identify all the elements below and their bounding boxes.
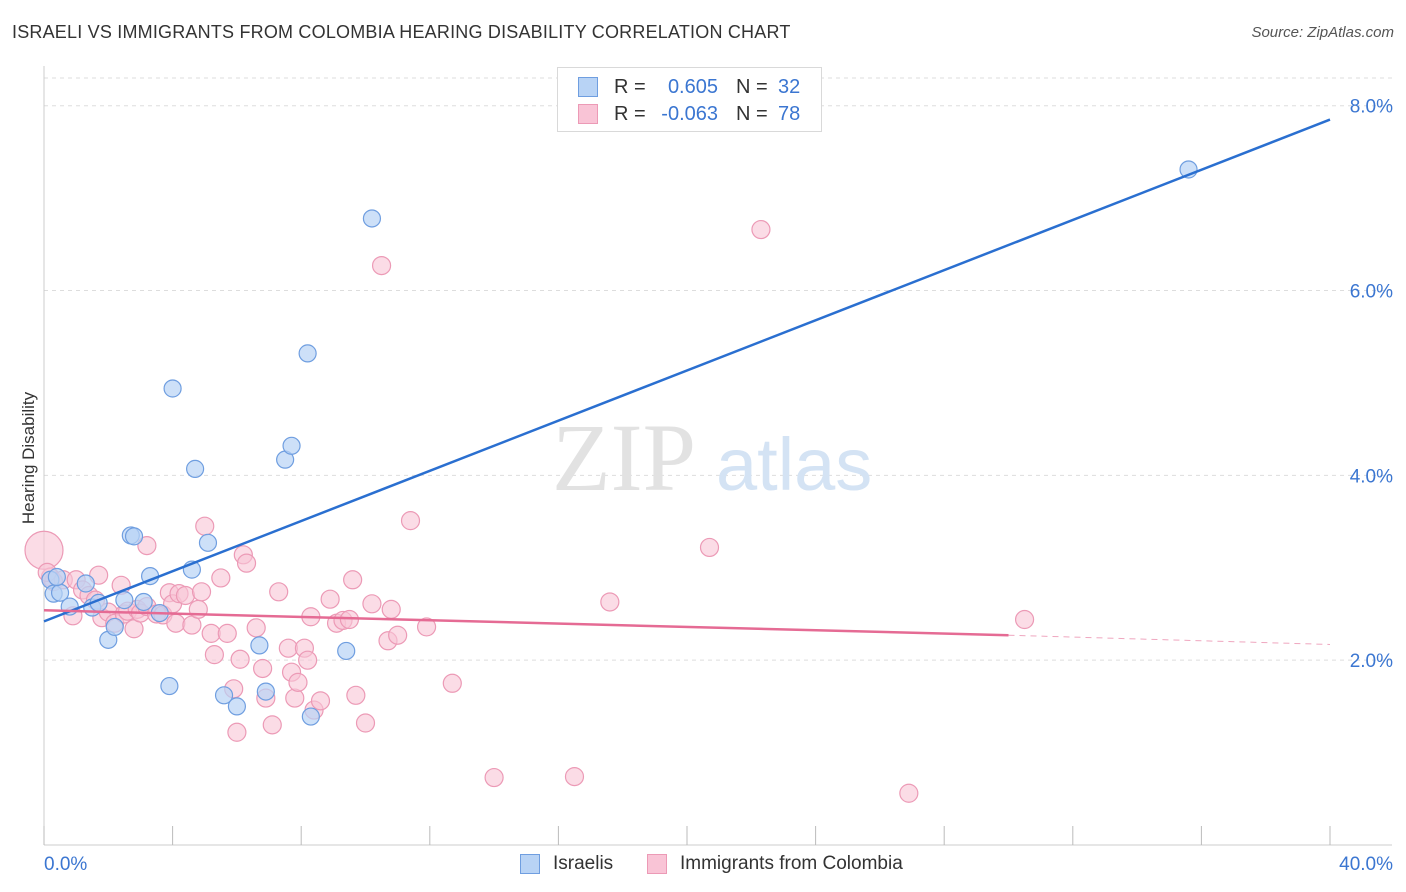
israelis-point — [186, 459, 205, 478]
colombia-point — [310, 691, 331, 711]
trend-lines — [43, 118, 1331, 645]
stats-legend: R = 0.605 N = 32 R = -0.063 N = 78 — [557, 67, 822, 132]
israelis-point — [134, 592, 153, 612]
watermark-zip: ZIP — [552, 404, 696, 511]
colombia-point — [201, 623, 221, 643]
israelis-point — [124, 527, 144, 546]
israelis-point — [301, 707, 320, 726]
x-tick-label-start: 0.0% — [44, 854, 87, 875]
israelis-point — [163, 379, 182, 398]
israelis-point — [337, 641, 356, 661]
colombia-point — [899, 783, 919, 803]
bottom-legend-swatch-pink — [647, 854, 667, 874]
israelis-point — [282, 436, 301, 455]
colombia-point — [416, 617, 437, 637]
watermark-atlas: atlas — [716, 423, 872, 506]
israelis-point — [76, 574, 95, 593]
colombia-trend-line — [43, 609, 1009, 637]
colombia-point — [246, 618, 266, 638]
axis-layer: 2.0% 4.0% 6.0% 8.0% 0.0% 40.0% — [43, 66, 1393, 875]
colombia-point — [217, 623, 237, 643]
colombia-point — [484, 767, 504, 788]
israelis-point — [115, 591, 134, 610]
y-tick-label: 6.0% — [1350, 282, 1393, 303]
legend-r-label: R = — [614, 102, 646, 125]
israelis-point — [47, 567, 66, 587]
legend-n-value: 32 — [778, 75, 801, 98]
colombia-point — [355, 713, 376, 733]
chart-title: ISRAELI VS IMMIGRANTS FROM COLOMBIA HEAR… — [12, 22, 791, 42]
legend-n-label: N = — [736, 102, 768, 125]
colombia-point — [89, 565, 109, 585]
colombia-point — [320, 589, 340, 609]
colombia-point — [236, 553, 257, 573]
colombia-point — [166, 613, 186, 633]
colombia-point — [211, 568, 231, 588]
israelis-point — [362, 209, 382, 228]
colombia-point — [371, 255, 392, 276]
colombia-point — [343, 570, 363, 590]
israelis-point — [160, 676, 179, 696]
colombia-point — [388, 625, 408, 645]
colombia-point — [191, 582, 212, 602]
colombia-point — [253, 658, 273, 679]
colombia-point — [278, 638, 298, 658]
colombia-point — [288, 672, 308, 692]
colombia-point — [175, 585, 196, 606]
y-tick-label: 8.0% — [1350, 97, 1393, 118]
legend-n-label: N = — [736, 75, 768, 98]
bottom-legend-swatch-blue — [520, 854, 540, 874]
colombia-point — [137, 535, 157, 556]
legend-r-label: R = — [614, 75, 646, 98]
y-tick-label: 4.0% — [1350, 466, 1393, 487]
israelis-point — [105, 617, 124, 637]
legend-swatch-blue — [578, 77, 598, 97]
colombia-point — [195, 516, 215, 536]
legend-row-colombia: R = -0.063 N = 78 — [578, 101, 800, 127]
colombia-point — [600, 592, 620, 612]
colombia-point — [346, 685, 366, 705]
colombia-point — [564, 767, 585, 787]
colombia-point — [751, 219, 771, 240]
legend-row-israelis: R = 0.605 N = 32 — [578, 74, 800, 100]
colombia-trend-extension — [1008, 634, 1331, 645]
colombia-point — [204, 645, 224, 665]
bottom-legend-label-israelis: Israelis — [553, 853, 614, 874]
israelis-point — [256, 682, 275, 701]
series-colombia-points — [24, 219, 1035, 803]
colombia-point — [362, 594, 382, 614]
colombia-point — [227, 722, 247, 742]
legend-swatch-pink — [578, 104, 598, 124]
y-axis-title: Hearing Disability — [19, 391, 38, 524]
israelis-point — [227, 697, 246, 716]
colombia-point — [699, 537, 720, 558]
colombia-point — [400, 511, 421, 531]
colombia-point — [298, 650, 318, 670]
israelis-point — [198, 533, 218, 552]
colombia-point — [285, 688, 305, 708]
legend-r-value: 0.605 — [667, 75, 718, 98]
colombia-point — [269, 582, 289, 602]
israelis-point — [214, 686, 234, 705]
y-tick-label: 2.0% — [1350, 651, 1393, 672]
bottom-legend-label-colombia: Immigrants from Colombia — [680, 853, 903, 874]
colombia-point — [381, 599, 401, 619]
legend-r-value: -0.063 — [661, 102, 718, 125]
israelis-point — [250, 636, 269, 655]
colombia-point — [262, 715, 282, 735]
colombia-point — [442, 673, 462, 693]
israelis-trend-line — [43, 118, 1331, 623]
bottom-legend-israelis: Israelis — [520, 851, 613, 877]
x-tick-label-end: 40.0% — [1339, 854, 1393, 875]
colombia-point — [1014, 609, 1035, 630]
legend-n-value: 78 — [778, 102, 801, 125]
colombia-point — [230, 649, 250, 669]
israelis-point — [298, 344, 317, 363]
bottom-legend-colombia: Immigrants from Colombia — [647, 851, 903, 877]
source-label: Source: ZipAtlas.com — [1251, 24, 1394, 41]
